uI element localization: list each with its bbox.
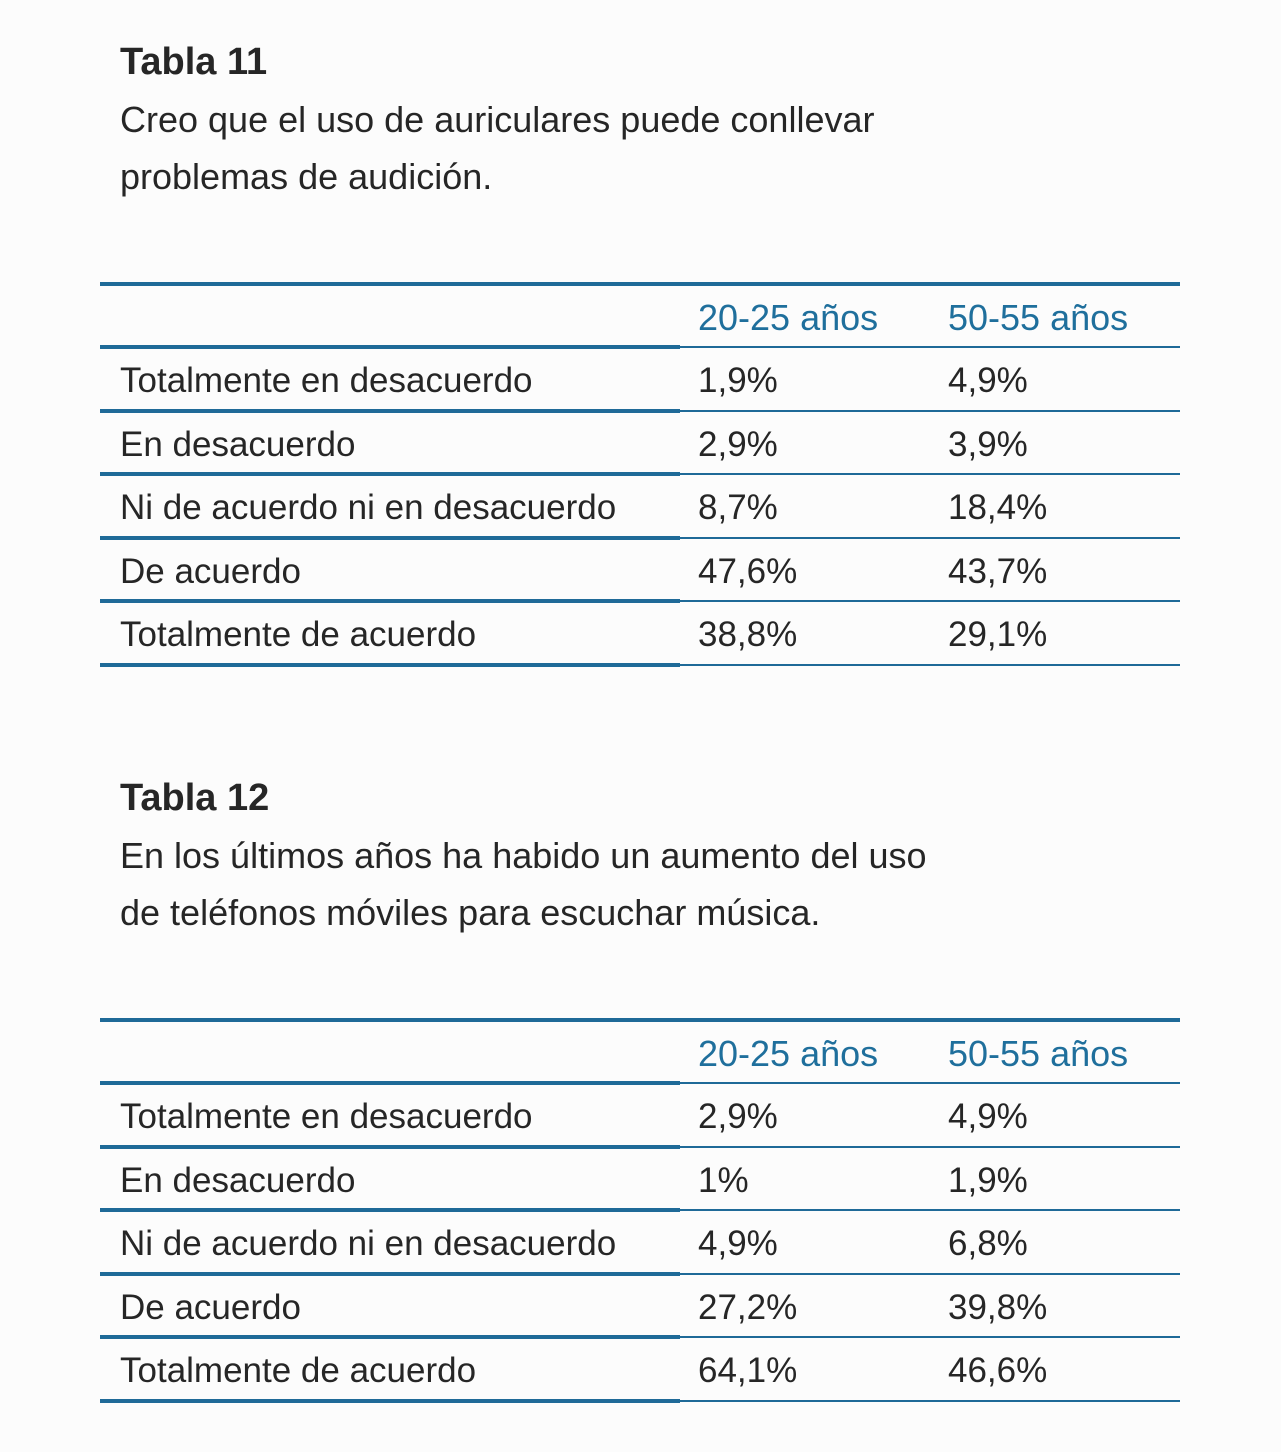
row-separator xyxy=(100,1144,680,1149)
table-title: Tabla 11 xyxy=(120,41,268,83)
cell-value: 43,7% xyxy=(948,551,1048,591)
column-header: 50-55 años xyxy=(948,297,1129,338)
table-top-border xyxy=(100,282,1180,286)
cell-value: 4,9% xyxy=(698,1224,778,1264)
row-separator xyxy=(680,536,1180,539)
row-separator xyxy=(680,1082,1180,1084)
row-label: Totalmente en desacuerdo xyxy=(120,1097,533,1136)
cell-value: 4,9% xyxy=(948,361,1028,400)
table-caption: En los últimos años ha habido un aumento… xyxy=(120,835,927,876)
cell-value: 3,9% xyxy=(948,424,1028,464)
row-separator xyxy=(680,1336,1180,1339)
row-separator xyxy=(680,473,1180,476)
cell-value: 46,6% xyxy=(948,1351,1048,1391)
column-header: 20-25 años xyxy=(698,1033,879,1074)
cell-value: 47,6% xyxy=(698,551,798,591)
row-label: En desacuerdo xyxy=(120,424,356,464)
row-separator xyxy=(100,1335,680,1340)
table-top-border xyxy=(100,1018,1180,1022)
cell-value: 18,4% xyxy=(948,488,1048,528)
row-separator xyxy=(100,408,680,413)
row-separator xyxy=(680,1400,1180,1402)
cell-value: 64,1% xyxy=(698,1351,798,1391)
row-label: En desacuerdo xyxy=(120,1160,356,1200)
row-separator xyxy=(100,1399,680,1403)
table-caption: de teléfonos móviles para escuchar músic… xyxy=(120,892,821,933)
cell-value: 29,1% xyxy=(948,615,1048,655)
row-separator xyxy=(100,599,680,604)
row-label: Ni de acuerdo ni en desacuerdo xyxy=(120,488,617,528)
cell-value: 27,2% xyxy=(698,1287,798,1327)
row-separator xyxy=(100,535,680,540)
cell-value: 4,9% xyxy=(948,1097,1028,1136)
row-separator xyxy=(100,1271,680,1276)
cell-value: 1,9% xyxy=(948,1160,1028,1200)
row-label: De acuerdo xyxy=(120,551,301,591)
table-caption: Creo que el uso de auriculares puede con… xyxy=(120,99,875,140)
cell-value: 2,9% xyxy=(698,1097,778,1136)
row-label: Totalmente en desacuerdo xyxy=(120,361,533,400)
row-separator xyxy=(100,472,680,477)
row-separator xyxy=(680,1272,1180,1275)
column-header: 50-55 años xyxy=(948,1033,1129,1074)
row-separator xyxy=(680,1209,1180,1212)
row-separator xyxy=(100,1208,680,1213)
cell-value: 39,8% xyxy=(948,1287,1048,1327)
row-label: De acuerdo xyxy=(120,1287,301,1327)
cell-value: 1,9% xyxy=(698,361,778,400)
row-separator xyxy=(680,1145,1180,1148)
cell-value: 8,7% xyxy=(698,488,778,528)
row-label: Ni de acuerdo ni en desacuerdo xyxy=(120,1224,617,1264)
cell-value: 38,8% xyxy=(698,615,798,655)
row-separator xyxy=(100,1081,680,1085)
row-separator xyxy=(680,409,1180,412)
column-header: 20-25 años xyxy=(698,297,879,338)
table-caption: problemas de audición. xyxy=(120,156,493,197)
cell-value: 6,8% xyxy=(948,1224,1028,1264)
cell-value: 1% xyxy=(698,1160,749,1200)
row-separator xyxy=(680,600,1180,603)
row-separator xyxy=(100,345,680,349)
table-title: Tabla 12 xyxy=(120,777,270,819)
row-separator xyxy=(680,346,1180,348)
row-label: Totalmente de acuerdo xyxy=(120,1351,477,1391)
cell-value: 2,9% xyxy=(698,424,778,464)
row-label: Totalmente de acuerdo xyxy=(120,615,477,655)
row-separator xyxy=(680,664,1180,666)
row-separator xyxy=(100,663,680,667)
